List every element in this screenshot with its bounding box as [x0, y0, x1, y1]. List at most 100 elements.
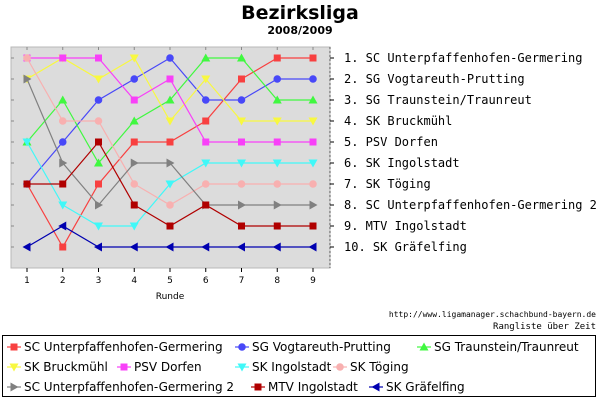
data-point [201, 180, 210, 188]
data-point [237, 159, 246, 168]
data-point [201, 96, 210, 104]
legend-label: SK Töging [350, 360, 409, 374]
data-point [237, 53, 246, 62]
x-tick-label: 7 [239, 276, 245, 286]
data-point [202, 117, 210, 125]
legend-label: SG Vogtareuth-Prutting [252, 340, 391, 354]
legend-item-9: MTV Ingolstadt [251, 380, 358, 394]
data-point [238, 222, 245, 230]
legend-item-4: SK Bruckmühl [7, 360, 108, 374]
data-point [308, 95, 318, 104]
data-point [130, 75, 139, 83]
legend-label: SK Gräfelfing [386, 380, 465, 394]
x-tick-label: 3 [96, 276, 102, 286]
data-point [129, 116, 139, 125]
ranking-chart: 1 2 3 4 5 6 7 8 9 Runde 1. SC Unterpfaffenhofen-Ge… [10, 46, 597, 302]
legend-item-2: SG Vogtareuth-Prutting [235, 340, 391, 354]
x-tick-label: 8 [274, 276, 280, 286]
legend: SC Unterpfaffenhofen-Germering SG Vogtare… [2, 335, 596, 397]
data-point [59, 243, 67, 251]
data-point [130, 138, 138, 146]
x-tick-label: 5 [167, 276, 173, 286]
data-point [272, 242, 281, 252]
data-point [166, 158, 175, 168]
data-point [58, 138, 67, 146]
legend-marker [237, 363, 247, 372]
legend-marker [254, 383, 262, 391]
data-point [202, 138, 210, 146]
legend-marker [10, 343, 18, 351]
data-point [272, 159, 282, 168]
data-point [166, 75, 174, 83]
data-point [129, 222, 139, 231]
legend-label: SC Unterpfaffenhofen-Germering 2 [24, 380, 234, 394]
data-point [165, 117, 175, 126]
x-tick-label: 9 [310, 276, 316, 286]
data-point [238, 138, 245, 146]
legend-item-1: SC Unterpfaffenhofen-Germering [7, 340, 223, 354]
x-tick-label: 1 [24, 276, 30, 286]
legend-item-7: SK Töging [333, 360, 409, 374]
data-point [58, 95, 68, 104]
data-point [272, 117, 282, 126]
data-point [273, 222, 281, 230]
data-point [95, 54, 102, 62]
data-point [165, 95, 175, 104]
legend-label: SK Ingolstadt [252, 360, 332, 374]
data-point [165, 180, 175, 189]
data-point [309, 75, 317, 83]
data-point [238, 200, 246, 210]
data-point [23, 74, 32, 84]
data-point [201, 159, 211, 168]
data-point [94, 117, 103, 125]
legend-label: SK Bruckmühl [24, 360, 108, 374]
legend-marker [120, 363, 128, 371]
data-point [94, 242, 102, 252]
data-point [273, 54, 281, 62]
rank-label: 1. SC Unterpfaffenhofen-Germering [344, 51, 582, 65]
rank-label: 6. SK Ingolstadt [344, 156, 460, 170]
data-point [22, 138, 32, 147]
legend-marker [371, 382, 380, 392]
plot-area [10, 46, 331, 269]
data-point [273, 75, 282, 83]
series-9 [23, 138, 317, 230]
data-point [309, 138, 317, 146]
legend-label: PSV Dorfen [134, 360, 202, 374]
legend-item-5: PSV Dorfen [117, 360, 202, 374]
data-point [237, 96, 246, 104]
legend-item-6: SK Ingolstadt [235, 360, 332, 374]
data-point [23, 180, 31, 188]
x-axis-label: Runde [156, 292, 185, 302]
data-point [166, 54, 174, 62]
rank-label: 8. SC Unterpfaffenhofen-Germering 2 [344, 198, 597, 212]
data-point [273, 200, 282, 210]
data-point [309, 54, 317, 62]
data-point [273, 138, 281, 146]
legend-label: SG Traunstein/Traunreut [434, 340, 579, 354]
data-point [94, 158, 103, 167]
x-tick-label: 2 [60, 276, 66, 286]
data-point [308, 242, 317, 252]
data-point [201, 75, 211, 84]
series-6 [22, 138, 318, 231]
data-point [130, 180, 139, 188]
data-point [130, 158, 139, 168]
legend-item-10: SK Gräfelfing [369, 380, 465, 394]
series-10 [22, 221, 317, 252]
data-point [23, 54, 31, 62]
data-point [22, 242, 31, 252]
data-point [95, 200, 103, 210]
data-point [309, 200, 318, 210]
data-point [309, 222, 317, 230]
data-point [165, 242, 174, 252]
data-point [59, 180, 67, 188]
data-point [166, 201, 174, 209]
data-point [59, 54, 67, 62]
data-point [272, 95, 282, 104]
rank-label: 4. SK Bruckmühl [344, 114, 452, 128]
x-tick-label: 4 [131, 276, 137, 286]
legend-item-3: SG Traunstein/Traunreut [417, 340, 579, 354]
credit-url: http://www.ligamanager.schachbund-bayern… [388, 310, 596, 319]
chart-title: Bezirksliga [241, 2, 359, 24]
